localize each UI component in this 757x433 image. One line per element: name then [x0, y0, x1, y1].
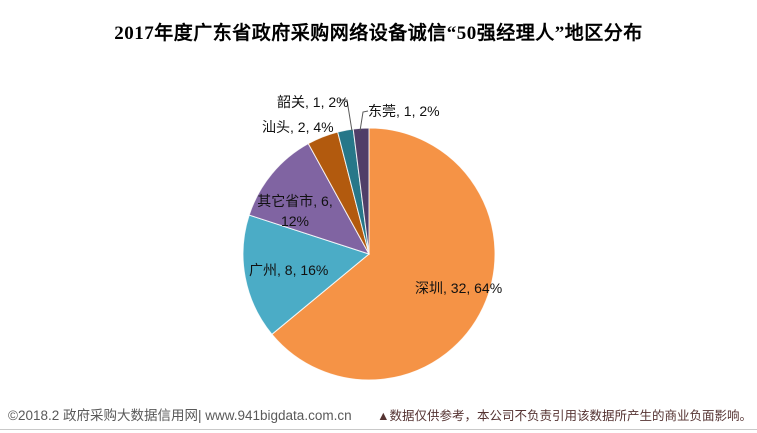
pie-label-other-provinces: 其它省市, 6, 12%	[257, 193, 333, 230]
pie-label-shantou: 汕头, 2, 4%	[262, 119, 334, 135]
copyright-text: ©2018.2 政府采购大数据信用网| www.941bigdata.com.c…	[8, 408, 352, 423]
pie-label-shaoguan: 韶关, 1, 2%	[277, 94, 349, 110]
shaoguan-leader-line	[339, 99, 353, 132]
pie-slice-dongguan	[352, 127, 370, 255]
bottom-divider	[0, 429, 757, 430]
disclaimer-text: ▲数据仅供参考，本公司不负责引用该数据所产生的商业负面影响。	[377, 409, 752, 423]
pie-label-shenzhen: 深圳, 32, 64%	[415, 280, 503, 296]
pie-slices-group	[242, 127, 496, 381]
pie-label-guangzhou: 广州, 8, 16%	[249, 262, 329, 278]
pie-label-dongguan: 东莞, 1, 2%	[368, 103, 440, 119]
chart-title: 2017年度广东省政府采购网络设备诚信“50强经理人”地区分布	[114, 23, 643, 44]
pie-slice-other-provinces	[248, 142, 371, 255]
dongguan-leader-line	[359, 110, 369, 132]
pie-slice-guangzhou	[242, 214, 371, 336]
pie-slice-shenzhen	[271, 127, 496, 381]
